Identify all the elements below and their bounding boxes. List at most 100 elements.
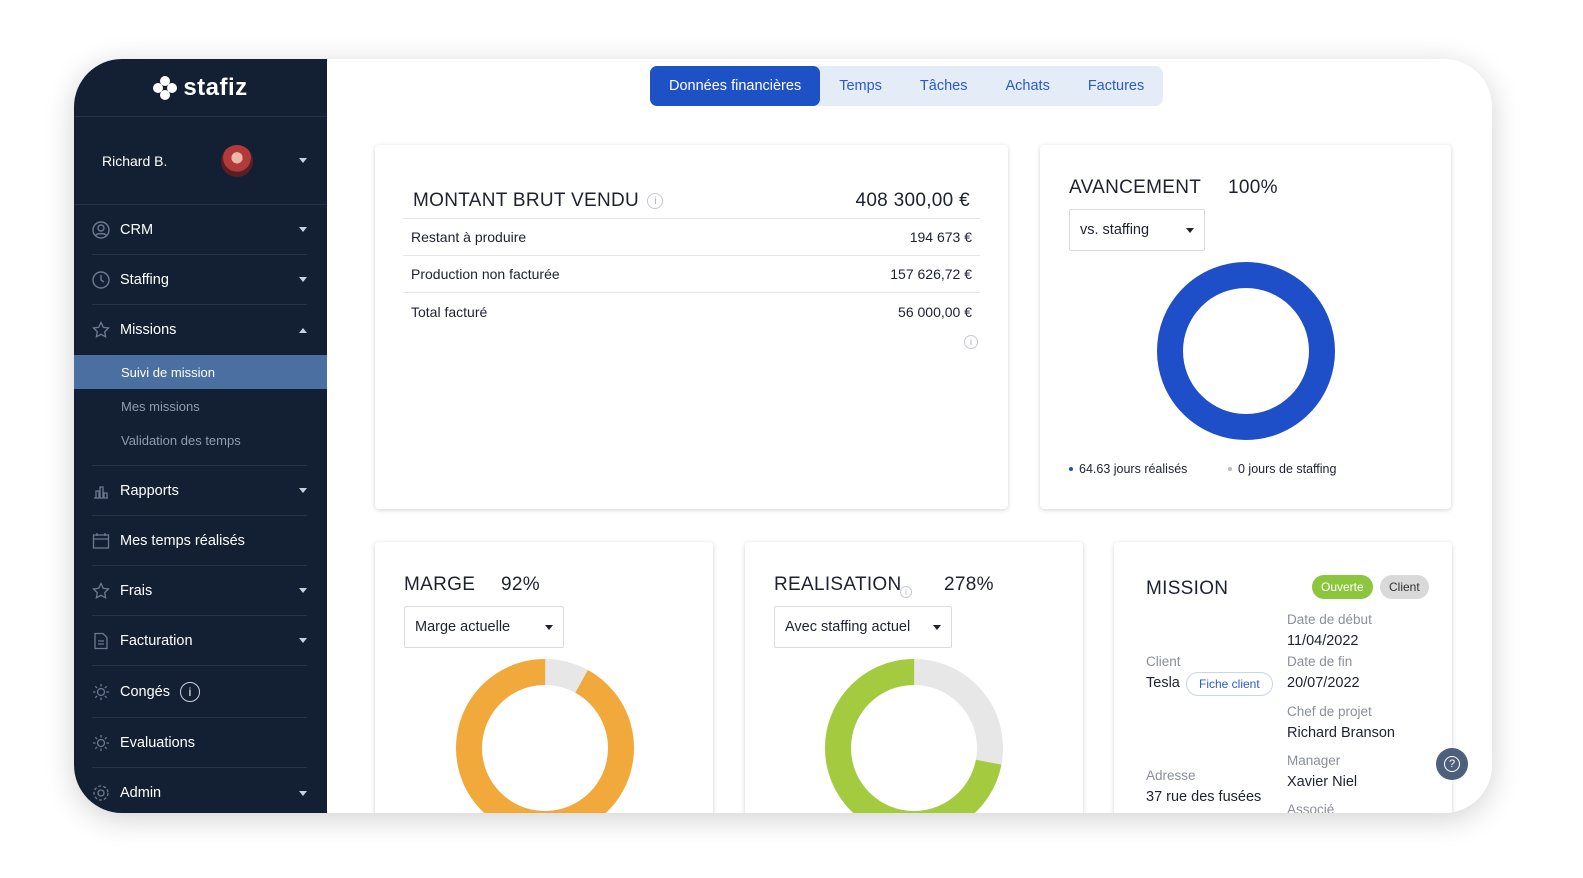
- submenu-item-mes-missions[interactable]: Mes missions: [121, 398, 200, 414]
- tab-achats[interactable]: Achats: [1005, 78, 1050, 94]
- info-icon[interactable]: i: [647, 193, 664, 210]
- chevron-down-icon: [299, 588, 307, 593]
- mission-card: MISSION Ouverte Client Client Tesla Fich…: [1114, 542, 1452, 813]
- sidebar-item-label: CRM: [120, 221, 154, 238]
- fiche-client-button[interactable]: Fiche client: [1186, 672, 1273, 696]
- sidebar-item-conges[interactable]: Congés i: [92, 666, 307, 718]
- select-value: vs. staffing: [1080, 222, 1150, 238]
- adresse-label: Adresse: [1146, 768, 1196, 783]
- sidebar-item-label: Rapports: [120, 482, 179, 499]
- status-badge: Ouverte: [1312, 575, 1373, 599]
- montant-total: 408 300,00 €: [855, 189, 970, 211]
- sidebar-item-label: Congés: [120, 683, 170, 700]
- tab-taches[interactable]: Tâches: [919, 78, 968, 94]
- sidebar-item-label: Evaluations: [120, 734, 195, 751]
- sidebar-item-mes-temps[interactable]: Mes temps réalisés: [92, 516, 307, 566]
- chevron-down-icon: [299, 790, 307, 796]
- sidebar-item-label: Facturation: [120, 632, 193, 649]
- chevron-down-icon: [1186, 227, 1194, 233]
- clock-icon: [92, 270, 110, 289]
- info-icon[interactable]: i: [179, 681, 200, 702]
- missions-submenu: Suivi de mission Mes missions Validation…: [74, 355, 327, 465]
- tab-factures[interactable]: Factures: [1087, 78, 1145, 94]
- avancement-card: AVANCEMENT 100% vs. staffing 64.63 jours…: [1040, 145, 1451, 509]
- legend-label: 0 jours de staffing: [1238, 462, 1337, 476]
- row-value: 56 000,00 €: [898, 303, 972, 320]
- sidebar-item-missions[interactable]: Missions: [92, 305, 307, 355]
- chevron-down-icon: [299, 227, 307, 232]
- help-button[interactable]: ?: [1436, 748, 1468, 780]
- realisation-select[interactable]: Avec staffing actuel: [774, 606, 952, 648]
- user-circle-icon: [92, 220, 110, 239]
- sun-icon: [92, 683, 110, 701]
- type-badge: Client: [1380, 575, 1429, 599]
- montant-title-wrap: MONTANT BRUT VENDU i: [413, 189, 664, 212]
- document-icon: [92, 632, 110, 650]
- info-icon[interactable]: i: [900, 586, 912, 598]
- chef-label: Chef de projet: [1287, 704, 1372, 719]
- divider: [92, 465, 307, 466]
- client-label: Client: [1146, 654, 1181, 669]
- sidebar-item-label: Missions: [120, 322, 177, 338]
- logo-icon: [153, 75, 178, 100]
- question-icon: ?: [1444, 756, 1460, 772]
- user-name: Richard B.: [102, 152, 168, 169]
- sun-icon: [92, 734, 110, 752]
- marge-donut: [456, 659, 634, 813]
- avancement-select[interactable]: vs. staffing: [1069, 209, 1205, 251]
- chevron-down-icon: [299, 277, 307, 282]
- submenu-item-validation[interactable]: Validation des temps: [121, 432, 241, 448]
- sidebar-item-staffing[interactable]: Staffing: [92, 255, 307, 305]
- realisation-donut: [825, 659, 1003, 813]
- table-row: Restant à produire 194 673 €: [403, 219, 980, 256]
- row-value: 157 626,72 €: [890, 266, 972, 282]
- realisation-percent: 278%: [944, 574, 994, 595]
- select-value: Avec staffing actuel: [785, 619, 911, 635]
- calendar-icon: [92, 532, 110, 550]
- donut-progress: [456, 659, 634, 813]
- main-content: Données financières Temps Tâches Achats …: [327, 59, 1492, 813]
- chevron-up-icon: [299, 327, 307, 333]
- sidebar-nav: CRM Staffing Missions Suivi de mission M…: [74, 205, 327, 813]
- row-label: Restant à produire: [411, 229, 527, 245]
- table-row: Production non facturée 157 626,72 €: [403, 256, 980, 293]
- info-icon[interactable]: i: [964, 335, 978, 349]
- chevron-down-icon: [299, 488, 307, 493]
- tab-temps[interactable]: Temps: [839, 78, 882, 94]
- sidebar-item-frais[interactable]: Frais: [92, 566, 307, 616]
- submenu-item-suivi[interactable]: Suivi de mission: [74, 355, 327, 389]
- row-label: Production non facturée: [411, 266, 560, 282]
- chevron-down-icon: [933, 624, 941, 630]
- marge-select[interactable]: Marge actuelle: [404, 606, 564, 648]
- gear-icon: [92, 784, 110, 802]
- chevron-down-icon: [299, 158, 307, 163]
- avancement-title: AVANCEMENT: [1069, 177, 1202, 198]
- sidebar-item-crm[interactable]: CRM: [92, 205, 307, 255]
- tab-donnees-financieres[interactable]: Données financières: [650, 66, 821, 106]
- sidebar-item-evaluations[interactable]: Evaluations: [92, 718, 307, 768]
- logo[interactable]: stafiz: [74, 59, 327, 117]
- chevron-down-icon: [545, 624, 553, 630]
- brand-name: stafiz: [183, 73, 248, 101]
- user-menu[interactable]: Richard B.: [74, 117, 327, 205]
- sidebar-item-rapports[interactable]: Rapports: [92, 466, 307, 516]
- montant-title: MONTANT BRUT VENDU: [413, 189, 640, 211]
- sidebar: stafiz Richard B. CRM Staffing: [74, 59, 327, 813]
- star-icon: [92, 321, 110, 339]
- associe-label: Associé: [1287, 802, 1335, 813]
- legend-dot: [1228, 467, 1232, 471]
- montant-header: MONTANT BRUT VENDU i 408 300,00 €: [403, 183, 980, 219]
- sidebar-item-admin[interactable]: Admin: [92, 768, 307, 813]
- sidebar-item-label: Mes temps réalisés: [120, 532, 245, 549]
- legend-dot: [1069, 467, 1073, 471]
- marge-card: MARGE 92% Marge actuelle: [375, 542, 713, 813]
- mission-title: MISSION: [1146, 578, 1229, 599]
- avancement-donut: [1157, 262, 1335, 440]
- manager-label: Manager: [1287, 753, 1341, 768]
- sidebar-item-facturation[interactable]: Facturation: [92, 616, 307, 666]
- chevron-down-icon: [299, 638, 307, 643]
- date-debut-label: Date de début: [1287, 612, 1372, 627]
- sidebar-item-label: Admin: [120, 785, 162, 801]
- date-fin-value: 20/07/2022: [1287, 675, 1360, 691]
- row-label: Total facturé: [411, 303, 488, 320]
